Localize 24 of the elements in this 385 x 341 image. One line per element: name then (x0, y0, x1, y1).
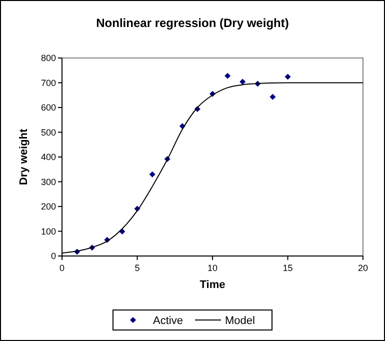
y-tick-label: 300 (40, 176, 56, 187)
chart-title: Nonlinear regression (Dry weight) (96, 16, 289, 30)
y-tick-label: 600 (40, 102, 56, 113)
point (284, 74, 291, 80)
y-tick-label: 500 (40, 127, 56, 138)
y-tick-label: 800 (40, 53, 56, 64)
legend-label: Model (225, 314, 255, 327)
y-tick-label: 100 (40, 226, 56, 236)
y-axis-title: Dry weight (18, 128, 30, 186)
y-tick-label: 400 (40, 152, 56, 162)
point (270, 94, 276, 100)
y-tick-label: 700 (40, 78, 56, 88)
point (149, 171, 156, 178)
x-tick-label: 10 (207, 263, 218, 273)
point (240, 78, 246, 85)
y-tick-label: 0 (50, 251, 56, 262)
legend-label: Active (153, 314, 183, 327)
x-axis-title: Time (200, 279, 226, 291)
y-tick-label: 200 (40, 202, 56, 212)
x-tick-label: 20 (358, 263, 368, 273)
point (224, 72, 231, 79)
x-tick-label: 5 (134, 263, 140, 273)
x-tick-label: 15 (282, 263, 293, 273)
x-tick-label: 0 (59, 263, 65, 273)
